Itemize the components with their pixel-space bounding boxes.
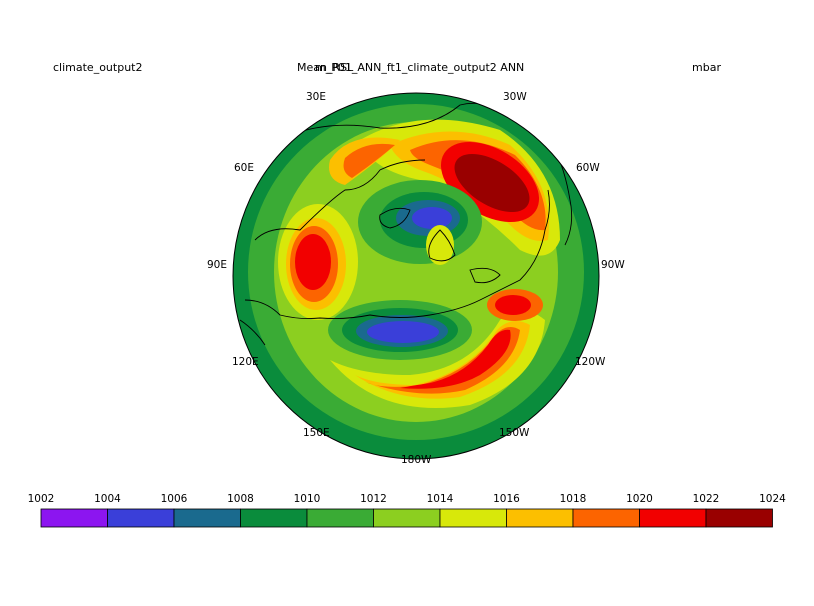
colorbar-swatch bbox=[439, 508, 507, 528]
pressure-field bbox=[233, 93, 599, 459]
colorbar-tick-label: 1018 bbox=[560, 493, 587, 505]
units-label: mbar bbox=[692, 61, 721, 74]
colorbar-tick-label: 1008 bbox=[227, 493, 254, 505]
map-boundary bbox=[232, 92, 600, 460]
high-asia-1020 bbox=[295, 234, 331, 290]
colorbar-swatch bbox=[107, 508, 175, 528]
longitude-label-150e: 150E bbox=[303, 427, 330, 439]
longitude-label-30w: 30W bbox=[503, 91, 527, 103]
colorbar-tick-label: 1022 bbox=[693, 493, 720, 505]
high-pacific-east-1020 bbox=[495, 295, 531, 315]
colorbar-tick-label: 1024 bbox=[759, 493, 786, 505]
colorbar-swatch bbox=[506, 508, 574, 528]
colorbar-swatch bbox=[373, 508, 441, 528]
high-pacific-1018 bbox=[365, 326, 520, 394]
colorbar-swatch bbox=[306, 508, 374, 528]
high-north-1018 bbox=[343, 143, 395, 178]
longitude-label-30e: 30E bbox=[306, 91, 326, 103]
longitude-label-120w: 120W bbox=[575, 356, 606, 368]
colorbar-tick-label: 1010 bbox=[294, 493, 321, 505]
longitude-label-90w: 90W bbox=[601, 259, 625, 271]
low-arctic-1004 bbox=[412, 207, 452, 229]
colorbar-tick-label: 1016 bbox=[493, 493, 520, 505]
variable-name-label: climate_output2 bbox=[53, 61, 143, 74]
colorbar-tick-label: 1020 bbox=[626, 493, 653, 505]
colorbar-tick-label: 1012 bbox=[360, 493, 387, 505]
longitude-label-90e: 90E bbox=[207, 259, 227, 271]
low-aleutian-1004 bbox=[367, 321, 439, 343]
colorbar: 1002 1004 1006 1008 1010 1012 1014 1016 1018 1020… bbox=[28, 493, 786, 528]
colorbar-tick-label: 1004 bbox=[94, 493, 121, 505]
longitude-label-120e: 120E bbox=[232, 356, 259, 368]
colorbar-swatch bbox=[240, 508, 308, 528]
longitude-label-150w: 150W bbox=[499, 427, 530, 439]
high-pacific-1020 bbox=[400, 329, 511, 389]
title-label-b: m_P01_ANN_ft1_climate_output2 ANN bbox=[315, 61, 525, 74]
colorbar-tick-label: 1002 bbox=[28, 493, 55, 505]
colorbar-tick-label: 1014 bbox=[427, 493, 454, 505]
greenland-high bbox=[426, 225, 454, 265]
high-pacific-1016 bbox=[355, 321, 530, 399]
longitude-label-180w: 180W bbox=[401, 454, 432, 466]
colorbar-swatch bbox=[173, 508, 241, 528]
colorbar-swatch bbox=[40, 508, 108, 528]
colorbar-swatch bbox=[705, 508, 773, 528]
colorbar-tick-label: 1006 bbox=[161, 493, 188, 505]
longitude-label-60e: 60E bbox=[234, 162, 254, 174]
high-atlantic-1022 bbox=[454, 153, 530, 213]
longitude-label-60w: 60W bbox=[576, 162, 600, 174]
colorbar-swatch bbox=[639, 508, 707, 528]
colorbar-swatch bbox=[572, 508, 640, 528]
title-label-a: Mean_RSL bbox=[297, 61, 354, 74]
